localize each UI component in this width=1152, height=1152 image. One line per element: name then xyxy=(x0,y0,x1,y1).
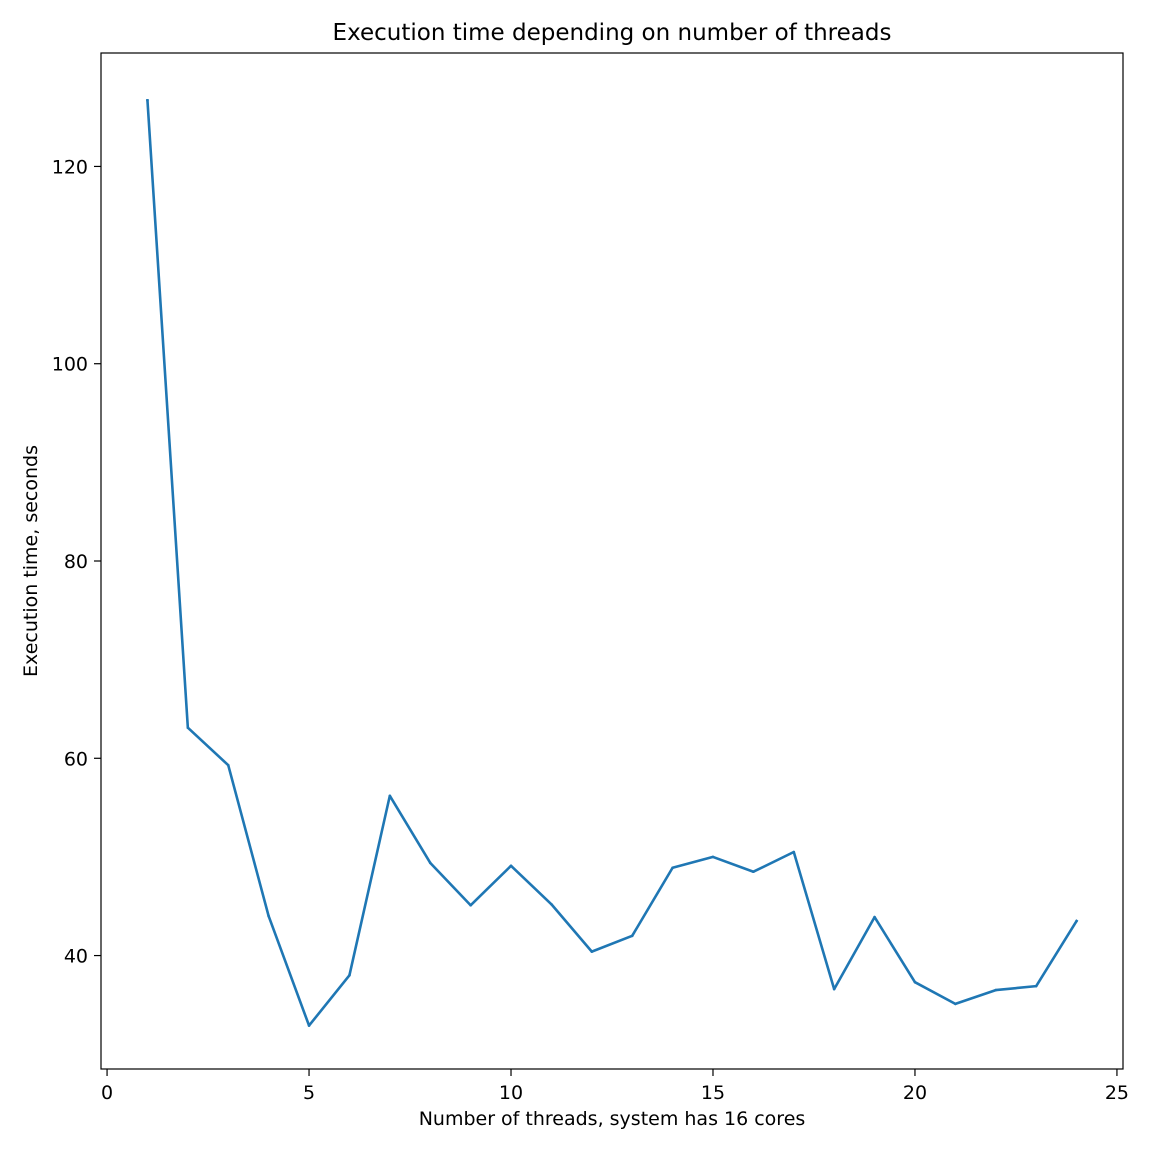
data-point xyxy=(186,726,190,730)
data-point xyxy=(267,914,270,918)
data-point xyxy=(428,861,432,865)
y-tick-label: 120 xyxy=(52,156,88,178)
x-tick-label: 25 xyxy=(1105,1082,1129,1104)
data-point xyxy=(832,987,836,991)
data-point xyxy=(509,864,513,868)
y-tick-label: 60 xyxy=(64,748,88,770)
data-point xyxy=(671,866,674,870)
data-point xyxy=(792,850,796,854)
data-point xyxy=(590,950,594,953)
x-tick-label: 0 xyxy=(101,1082,113,1104)
x-tick-label: 5 xyxy=(303,1082,315,1104)
x-tick-label: 10 xyxy=(499,1082,523,1104)
data-point xyxy=(873,915,876,919)
data-point xyxy=(307,1024,311,1027)
x-tick-label: 20 xyxy=(903,1082,927,1104)
data-point xyxy=(226,763,230,767)
x-axis: 0 5 10 15 20 25 xyxy=(101,1069,1129,1104)
data-point xyxy=(550,902,553,906)
chart-title: Execution time depending on number of th… xyxy=(333,20,892,46)
data-point xyxy=(469,903,472,907)
data-point xyxy=(348,973,351,977)
data-point xyxy=(1075,919,1078,923)
y-tick-label: 80 xyxy=(64,551,88,573)
data-point xyxy=(752,870,755,874)
data-point xyxy=(994,988,998,992)
y-axis-label: Execution time, seconds xyxy=(20,445,42,677)
y-tick-label: 100 xyxy=(52,354,88,376)
data-point xyxy=(1034,984,1038,988)
data-point xyxy=(711,855,715,859)
data-point xyxy=(388,794,392,798)
y-axis: 40 60 80 100 120 xyxy=(52,156,101,968)
data-point xyxy=(913,980,917,984)
data-point xyxy=(630,934,634,938)
x-tick-label: 15 xyxy=(701,1082,725,1104)
plot-area xyxy=(146,98,1079,1027)
plot-frame xyxy=(100,52,1124,1070)
data-point xyxy=(954,1002,957,1006)
y-tick-label: 40 xyxy=(64,946,88,968)
series-line xyxy=(146,98,1079,1027)
data-point xyxy=(146,99,149,102)
x-axis-label: Number of threads, system has 16 cores xyxy=(419,1108,806,1130)
